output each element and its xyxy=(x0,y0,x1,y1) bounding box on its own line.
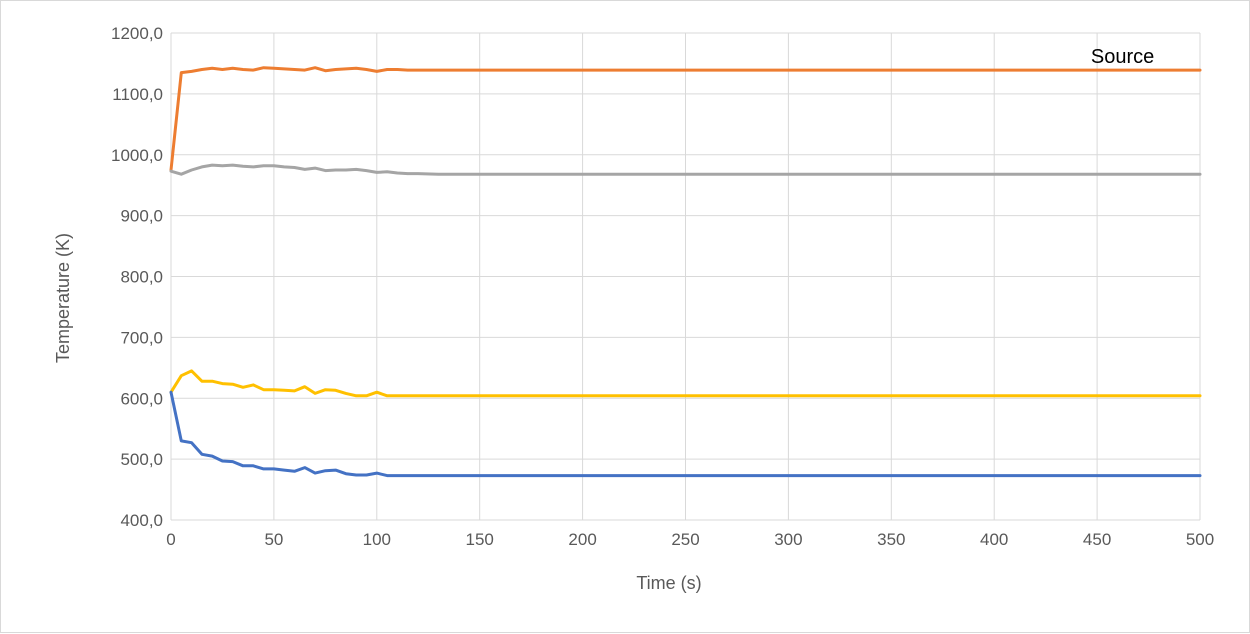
y-tick-label: 1100,0 xyxy=(112,85,163,104)
x-tick-label: 350 xyxy=(877,530,905,549)
x-tick-label: 200 xyxy=(568,530,596,549)
x-tick-label: 500 xyxy=(1186,530,1214,549)
y-tick-label: 1200,0 xyxy=(111,24,163,43)
y-axis-ticks: 400,0 500,0 600,0 700,0 800,0 900,0 1000,0 1100… xyxy=(111,24,163,530)
series-annotation-label: Source xyxy=(1091,46,1154,68)
grid xyxy=(170,32,1201,521)
x-tick-label: 150 xyxy=(466,530,494,549)
y-tick-label: 700,0 xyxy=(120,328,163,347)
x-tick-label: 0 xyxy=(166,530,175,549)
y-tick-label: 600,0 xyxy=(120,389,163,408)
x-tick-label: 450 xyxy=(1083,530,1111,549)
y-tick-label: 1000,0 xyxy=(111,146,163,165)
x-tick-label: 400 xyxy=(980,530,1008,549)
series-line-4 xyxy=(169,390,1202,478)
y-axis-title: Temperature (K) xyxy=(53,233,73,363)
series-line-1 xyxy=(169,66,1202,172)
x-tick-label: 50 xyxy=(264,530,283,549)
x-axis-ticks: 0 50 100 150 200 250 300 350 400 450 500 xyxy=(166,530,1214,549)
y-tick-label: 800,0 xyxy=(120,268,163,287)
y-tick-label: 900,0 xyxy=(120,207,163,226)
annotations: Source xyxy=(1091,46,1154,68)
x-axis-title: Time (s) xyxy=(636,573,701,593)
y-tick-label: 500,0 xyxy=(120,450,163,469)
series-lines xyxy=(169,66,1202,478)
series-line-3 xyxy=(169,369,1202,398)
x-tick-label: 100 xyxy=(363,530,391,549)
series-line-2 xyxy=(169,163,1202,176)
x-tick-label: 300 xyxy=(774,530,802,549)
y-tick-label: 400,0 xyxy=(120,511,163,530)
x-tick-label: 250 xyxy=(671,530,699,549)
